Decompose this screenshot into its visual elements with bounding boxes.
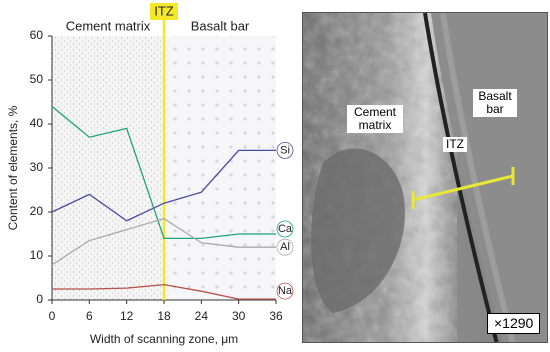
itz-label-bg bbox=[150, 3, 178, 20]
series-label-circle bbox=[276, 220, 294, 238]
x-tick-label: 36 bbox=[269, 309, 283, 323]
micrograph-label: Basalt bar bbox=[473, 89, 517, 117]
series-line bbox=[52, 283, 276, 300]
chart: Content of elements, % Width of scanning… bbox=[6, 3, 294, 346]
series-line bbox=[51, 217, 276, 266]
series-label: Na bbox=[278, 285, 293, 297]
y-axis-label: Content of elements, % bbox=[6, 105, 20, 230]
x-tick-label: 18 bbox=[157, 309, 171, 323]
micrograph-label: Cement matrix bbox=[347, 105, 403, 133]
series-label: Ca bbox=[278, 223, 293, 235]
x-tick-label: 0 bbox=[49, 309, 56, 323]
micrograph-label: ITZ bbox=[443, 137, 467, 152]
magnification: ×1290 bbox=[487, 313, 541, 334]
region-label: Cement matrix bbox=[66, 18, 151, 33]
y-tick-label: 40 bbox=[30, 116, 44, 130]
micrograph: Cement matrix ITZ Basalt bar ×1290 bbox=[302, 12, 548, 343]
region bbox=[164, 36, 276, 300]
y-tick-label: 30 bbox=[30, 160, 44, 174]
series-label-circle bbox=[276, 141, 294, 159]
series-label-circle bbox=[276, 282, 294, 300]
itz-label: ITZ bbox=[154, 3, 174, 18]
series-label-circle bbox=[276, 238, 294, 256]
series-label: Al bbox=[280, 241, 290, 253]
y-tick-label: 10 bbox=[30, 248, 44, 262]
y-tick-label: 20 bbox=[30, 204, 44, 218]
x-tick-label: 30 bbox=[232, 309, 246, 323]
y-tick-label: 50 bbox=[30, 72, 44, 86]
x-tick-label: 12 bbox=[120, 309, 134, 323]
x-tick-label: 24 bbox=[195, 309, 209, 323]
micrograph-image bbox=[303, 13, 547, 342]
y-tick-label: 0 bbox=[36, 292, 43, 306]
y-tick-label: 60 bbox=[30, 28, 44, 42]
region bbox=[52, 36, 164, 300]
series-line bbox=[51, 105, 276, 240]
region-label: Basalt bar bbox=[191, 18, 250, 33]
x-tick-label: 6 bbox=[86, 309, 93, 323]
x-axis-label: Width of scanning zone, μm bbox=[90, 332, 238, 346]
series-label: Si bbox=[280, 144, 290, 156]
series-line bbox=[51, 149, 276, 222]
